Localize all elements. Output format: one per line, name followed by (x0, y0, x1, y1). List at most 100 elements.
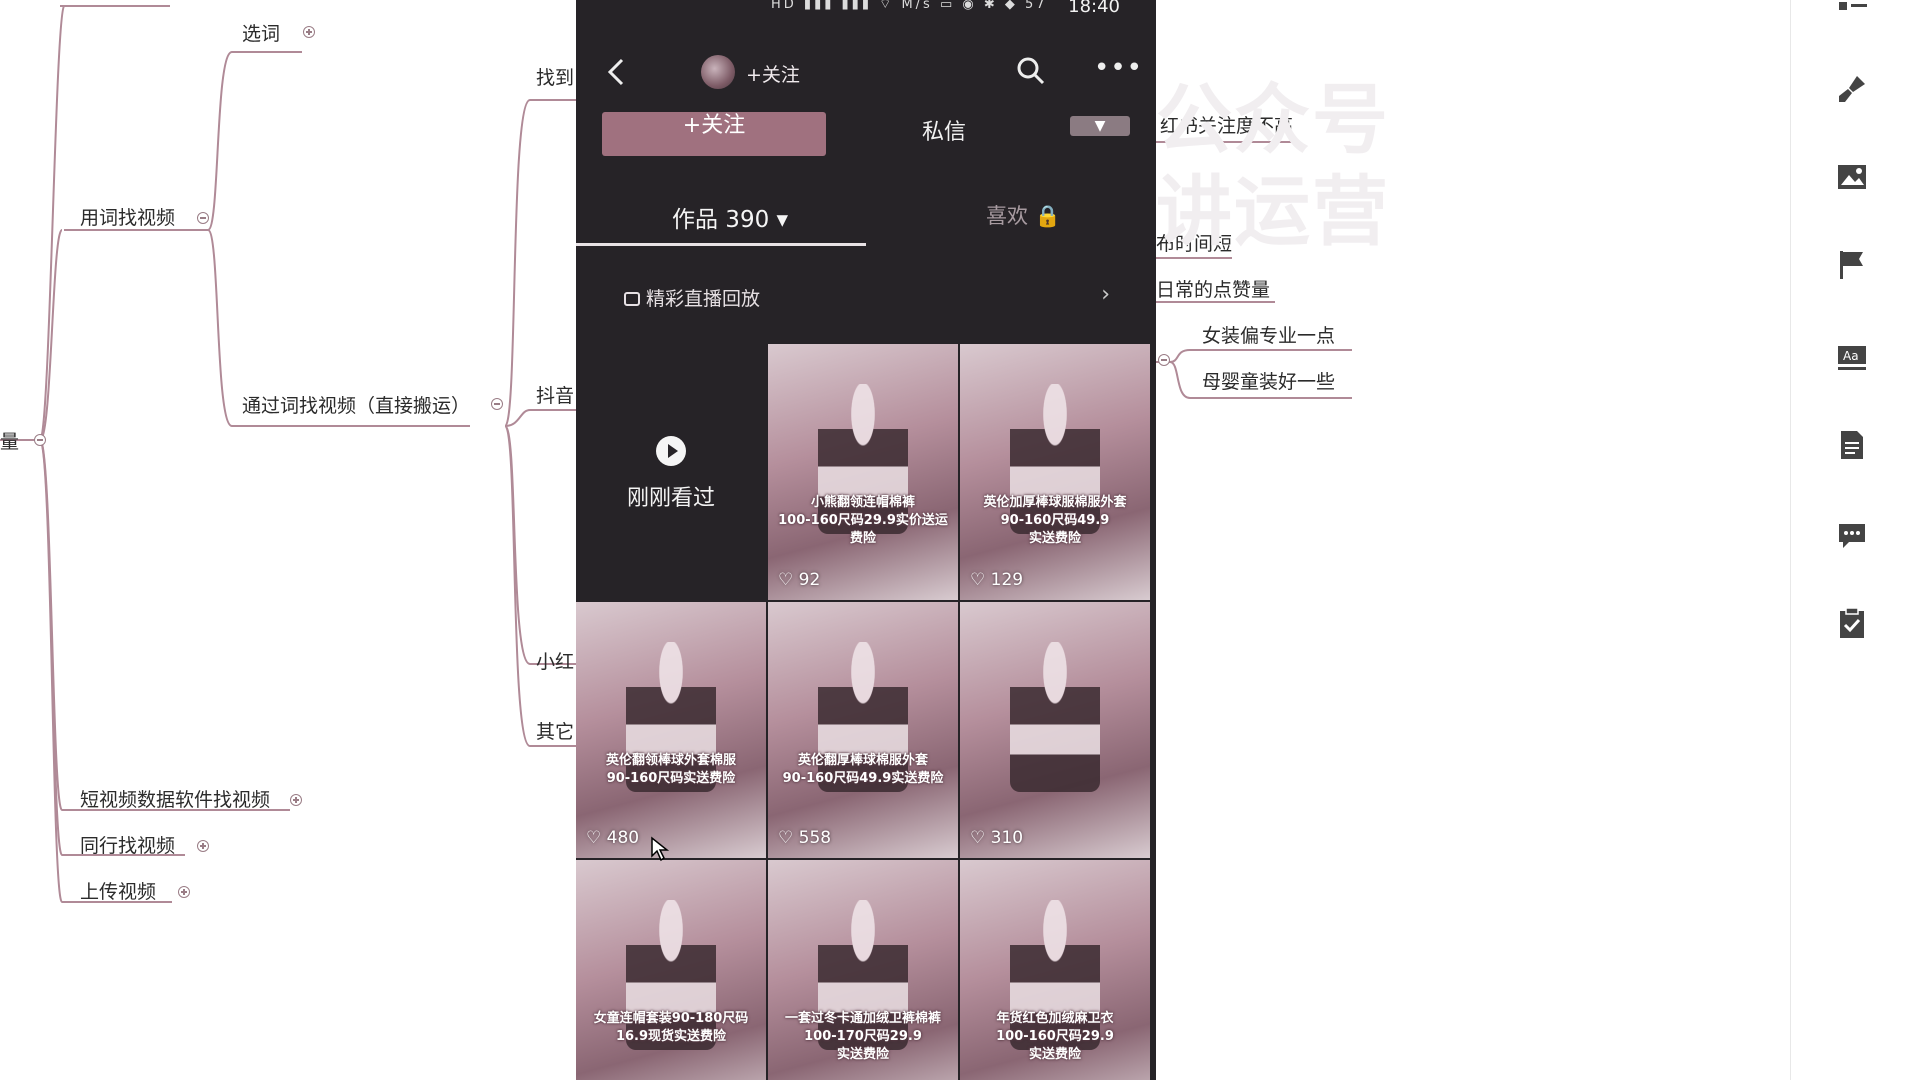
phone-screen: HD ▮▮▮ ▮▮▮ ⌔ M/s ▭ ◉ ✱ ◆ 57 18:40 +关注 ••… (576, 0, 1156, 1080)
like-count-value: 558 (798, 828, 832, 848)
root-node-partial[interactable]: 量 (0, 431, 20, 453)
image-icon[interactable] (1835, 160, 1869, 194)
video-thumbnail[interactable]: 英伦翻厚棒球棉服外套 90-160尺码49.9实送费险 ♡ 558 (768, 602, 958, 858)
node-douyin-partial[interactable]: 抖音 (536, 385, 575, 407)
person-figure (626, 642, 716, 792)
avatar[interactable] (701, 55, 735, 89)
node-xhs-attention[interactable]: 红书关注度不高 (1160, 115, 1294, 137)
like-count-value: 310 (990, 828, 1024, 848)
node-xiaohongshu-partial[interactable]: 小红 (536, 651, 575, 673)
comment-icon[interactable] (1835, 518, 1869, 552)
person-figure (818, 642, 908, 792)
like-count-value: 480 (606, 828, 640, 848)
more-icon[interactable]: ••• (1094, 53, 1144, 83)
follow-button[interactable]: +关注 (602, 112, 826, 156)
video-thumbnail[interactable]: 女童连帽套装90-180尺码 16.9现货实送费险 (576, 860, 766, 1080)
node-upload-videos[interactable]: 上传视频 (80, 881, 157, 903)
text-style-icon[interactable]: Aa (1835, 340, 1869, 374)
status-icons: HD ▮▮▮ ▮▮▮ ⌔ M/s ▭ ◉ ✱ ◆ 57 (771, 0, 1048, 12)
collapse-icon[interactable] (1158, 354, 1170, 366)
node-daily-likes[interactable]: 日常的点赞量 (1156, 279, 1271, 301)
video-caption: 英伦翻厚棒球棉服外套 90-160尺码49.9实送费险 (782, 753, 944, 786)
outline-icon[interactable] (1835, 0, 1869, 34)
node-find-via-words[interactable]: 通过词找视频（直接搬运） (242, 395, 471, 417)
video-thumbnail[interactable]: 英伦翻领棒球外套棉服 90-160尺码实送费险 ♡ 480 (576, 602, 766, 858)
live-replay-label: 精彩直播回放 (646, 288, 761, 310)
node-womens-clothing[interactable]: 女装偏专业一点 (1202, 325, 1336, 347)
recently-viewed-label: 刚刚看过 (626, 486, 715, 511)
like-count: ♡ 129 (970, 570, 1023, 590)
mindmap-canvas[interactable]: 量 选词 用词找视频 通过词找视频（直接搬运） 找到 抖音 小红 其它 短视频数… (0, 0, 1790, 1080)
heart-icon: ♡ (970, 570, 991, 590)
right-toolbar: Aa (1790, 0, 1910, 1080)
video-caption: 一套过冬卡通加绒卫裤棉裤 100-170尺码29.9 实送费险 (784, 1011, 941, 1062)
brush-icon[interactable] (1835, 72, 1869, 106)
node-short-video-software[interactable]: 短视频数据软件找视频 (80, 789, 271, 811)
person-figure (818, 384, 908, 534)
expand-icon[interactable] (178, 886, 190, 898)
task-icon[interactable] (1835, 606, 1869, 640)
back-icon[interactable] (602, 54, 632, 90)
node-short-time[interactable]: 布时间短 (1156, 233, 1233, 255)
video-caption: 英伦加厚棒球服棉服外套 90-160尺码49.9 实送费险 (983, 495, 1127, 546)
collapse-icon[interactable] (34, 434, 46, 446)
status-time: 18:40 (1068, 0, 1120, 17)
like-count-value: 129 (990, 570, 1024, 590)
note-icon[interactable] (1835, 428, 1869, 462)
tab-works[interactable]: 作品 390 ▾ (672, 207, 789, 233)
collapse-icon[interactable] (491, 398, 503, 410)
expand-icon[interactable] (290, 794, 302, 806)
tab-likes[interactable]: 喜欢 🔒 (986, 204, 1061, 228)
node-find-partial[interactable]: 找到 (536, 67, 575, 89)
heart-icon: ♡ (970, 828, 991, 848)
mindmap-connectors (0, 5, 1352, 903)
video-thumbnail[interactable]: ♡ 310 (960, 602, 1150, 858)
like-count: ♡ 92 (778, 570, 820, 590)
watermark-line1: 公众号 (1156, 75, 1390, 164)
tv-icon (624, 292, 640, 306)
watermark-line2: 讲运营 (1156, 167, 1390, 256)
person-figure (626, 900, 716, 1050)
video-caption: 英伦翻领棒球外套棉服 90-160尺码实送费险 (605, 753, 736, 786)
video-thumbnail[interactable]: 一套过冬卡通加绒卫裤棉裤 100-170尺码29.9 实送费险 (768, 860, 958, 1080)
message-button[interactable]: 私信 (922, 120, 967, 145)
tab-active-indicator (576, 243, 866, 246)
node-other-partial[interactable]: 其它 (536, 721, 575, 743)
video-thumbnail[interactable]: 年货红色加绒麻卫衣 100-160尺码29.9 实送费险 (960, 860, 1150, 1080)
like-count: ♡ 558 (778, 828, 831, 848)
like-count: ♡ 310 (970, 828, 1023, 848)
status-bar: HD ▮▮▮ ▮▮▮ ⌔ M/s ▭ ◉ ✱ ◆ 57 18:40 (576, 0, 1156, 22)
svg-text:Aa: Aa (1843, 349, 1859, 363)
profile-topbar: +关注 ••• (576, 48, 1156, 98)
dropdown-button[interactable]: ▼ (1070, 116, 1130, 136)
node-select-words[interactable]: 选词 (242, 23, 281, 45)
video-caption: 年货红色加绒麻卫衣 100-160尺码29.9 实送费险 (996, 1011, 1114, 1062)
chevron-right-icon[interactable]: › (1101, 282, 1110, 307)
video-caption: 小熊翻领连帽棉裤 100-160尺码29.9实价送运费险 (778, 495, 948, 546)
node-baby-clothing[interactable]: 母婴童装好一些 (1202, 371, 1336, 393)
recently-viewed-cell[interactable]: 刚刚看过 (576, 344, 766, 600)
node-peer-videos[interactable]: 同行找视频 (80, 835, 176, 857)
person-figure (1010, 642, 1100, 792)
collapse-icon[interactable] (197, 212, 209, 224)
person-figure (1010, 900, 1100, 1050)
follow-link[interactable]: +关注 (746, 64, 800, 86)
like-count: ♡ 480 (586, 828, 639, 848)
person-figure (1010, 384, 1100, 534)
video-thumbnail[interactable]: 小熊翻领连帽棉裤 100-160尺码29.9实价送运费险 ♡ 92 (768, 344, 958, 600)
expand-icon[interactable] (303, 26, 315, 38)
heart-icon: ♡ (778, 570, 799, 590)
video-caption: 女童连帽套装90-180尺码 16.9现货实送费险 (593, 1011, 749, 1044)
heart-icon: ♡ (778, 828, 799, 848)
search-icon[interactable] (1016, 56, 1046, 86)
live-replay-row[interactable]: 精彩直播回放 (624, 284, 760, 311)
video-thumbnail[interactable]: 英伦加厚棒球服棉服外套 90-160尺码49.9 实送费险 ♡ 129 (960, 344, 1150, 600)
play-icon (656, 436, 686, 466)
person-figure (818, 900, 908, 1050)
node-find-by-words[interactable]: 用词找视频 (80, 207, 176, 229)
like-count-value: 92 (798, 570, 821, 590)
flag-icon[interactable] (1835, 248, 1869, 282)
heart-icon: ♡ (586, 828, 607, 848)
mouse-cursor-icon (650, 836, 670, 862)
expand-icon[interactable] (197, 840, 209, 852)
